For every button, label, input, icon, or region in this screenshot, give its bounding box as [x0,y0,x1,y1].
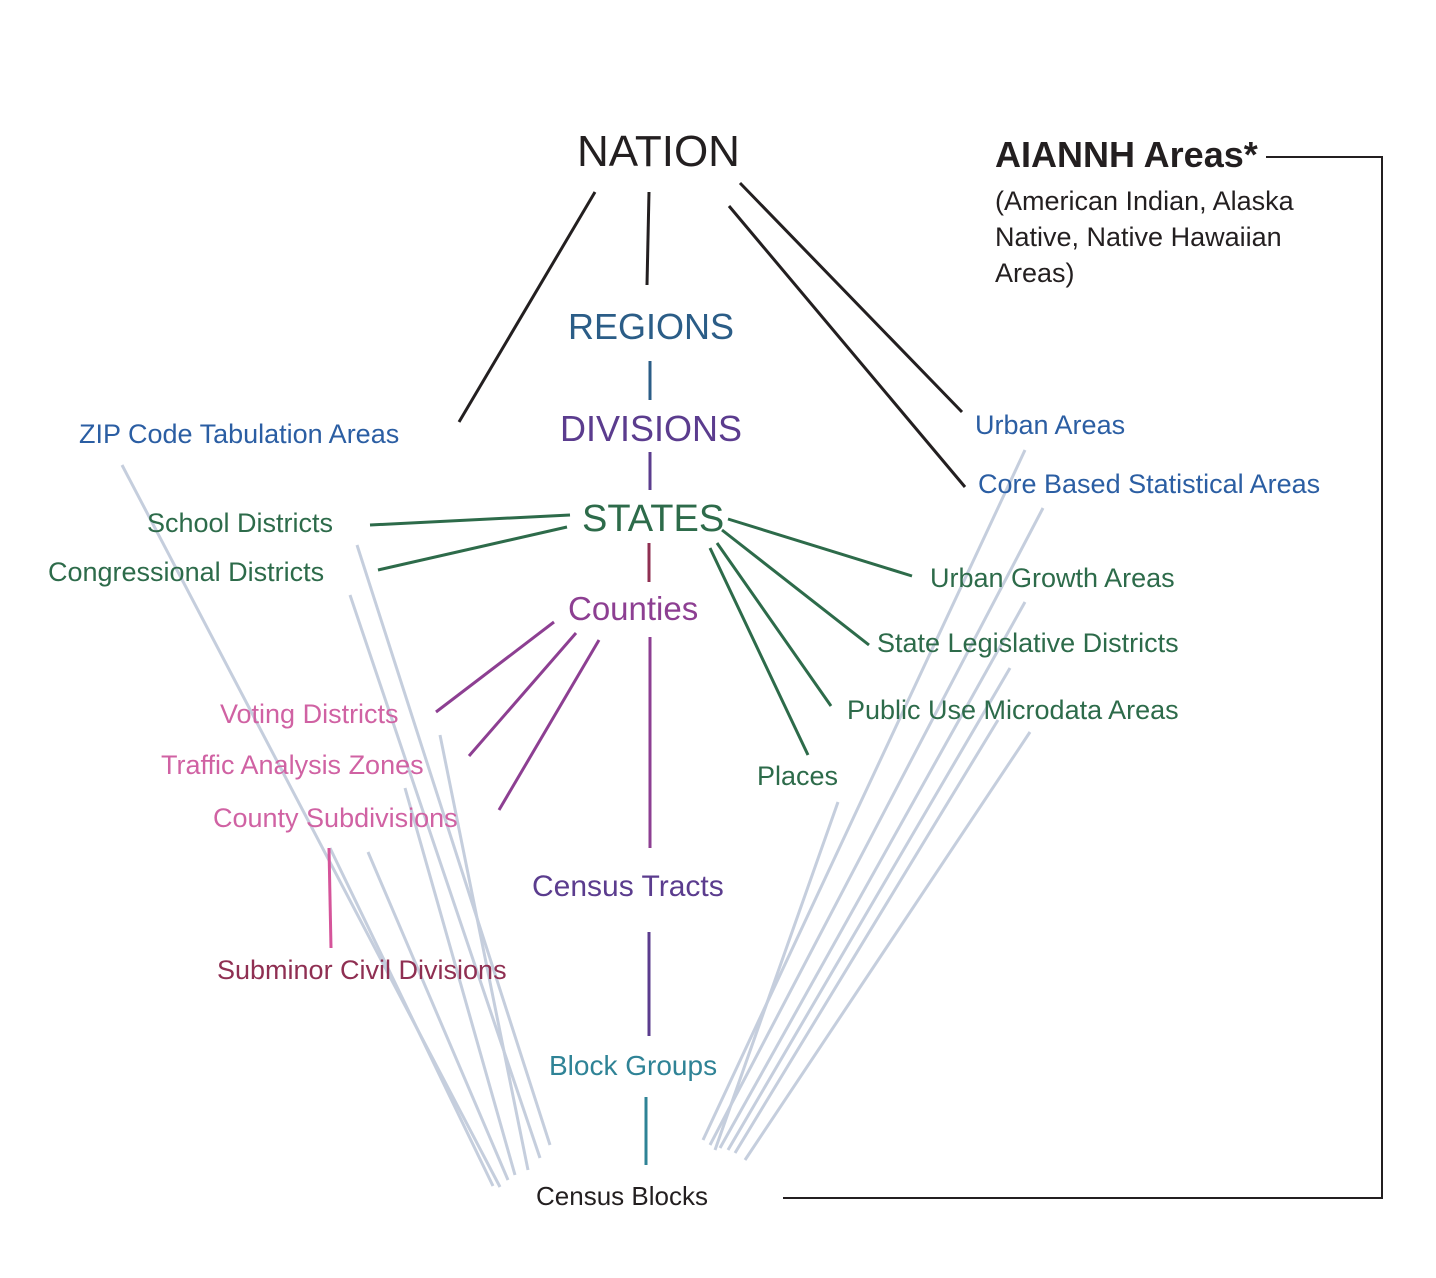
link-places-blocks [713,801,840,1151]
node-congressional-districts: Congressional Districts [48,557,325,587]
node-urban-growth-areas: Urban Growth Areas [930,563,1175,593]
link-nation-zcta [457,191,597,423]
node-block-groups: Block Groups [549,1050,718,1081]
node-census-blocks: Census Blocks [536,1181,708,1211]
node-divisions: DIVISIONS [560,408,743,449]
link-counties-voting [435,620,555,714]
aiannh-subtitle: (American Indian, Alaska Native, Native … [995,186,1294,288]
node-regions: REGIONS [568,306,735,347]
link-uga-blocks [718,601,1027,1149]
link-counties-csub [497,639,601,811]
link-voting-blocks [438,734,530,1171]
link-states-uga [727,517,913,578]
node-school-districts: School Districts [147,508,334,538]
node-counties: Counties [568,590,699,627]
link-states-places [708,547,810,756]
link-states-congressional [377,525,568,572]
link-counties-taz [467,632,578,757]
node-nation: NATION [577,127,740,176]
link-cbsa-blocks [708,507,1045,1146]
link-congressional-blocks [348,594,542,1159]
link-nation-cbsa [727,205,967,488]
link-csub-subminor [327,847,333,949]
node-voting-districts: Voting Districts [220,699,399,729]
link-taz-blocks [403,787,517,1176]
aiannh-title: AIANNH Areas* [995,134,1258,175]
link-states-sld [721,528,870,647]
link-school-blocks [355,544,552,1146]
node-states: STATES [582,498,725,540]
link-urban-blocks [701,449,1027,1141]
node-cbsa: Core Based Statistical Areas [978,469,1321,499]
node-puma: Public Use Microdata Areas [847,695,1179,725]
link-csub-inner-blocks [328,847,495,1187]
node-zcta: ZIP Code Tabulation Areas [79,419,400,449]
node-places: Places [757,761,839,791]
link-aiannh-blocks [783,156,1383,1199]
link-states-school [369,513,571,527]
node-county-subdivisions: County Subdivisions [213,803,458,833]
link-nation-regions [645,191,651,286]
node-urban-areas: Urban Areas [975,410,1126,440]
link-states-puma [715,542,833,707]
link-sld-blocks [726,667,1012,1151]
node-subminor-civil-divisions: Subminor Civil Divisions [217,955,507,985]
node-state-legislative-districts: State Legislative Districts [877,628,1179,658]
node-census-tracts: Census Tracts [532,870,724,903]
link-nation-urban [738,181,964,414]
link-puma-blocks [733,719,1000,1154]
node-traffic-analysis-zones: Traffic Analysis Zones [161,750,424,780]
link-puma-outer-blocks [743,731,1032,1161]
link-csub-blocks [366,851,510,1181]
